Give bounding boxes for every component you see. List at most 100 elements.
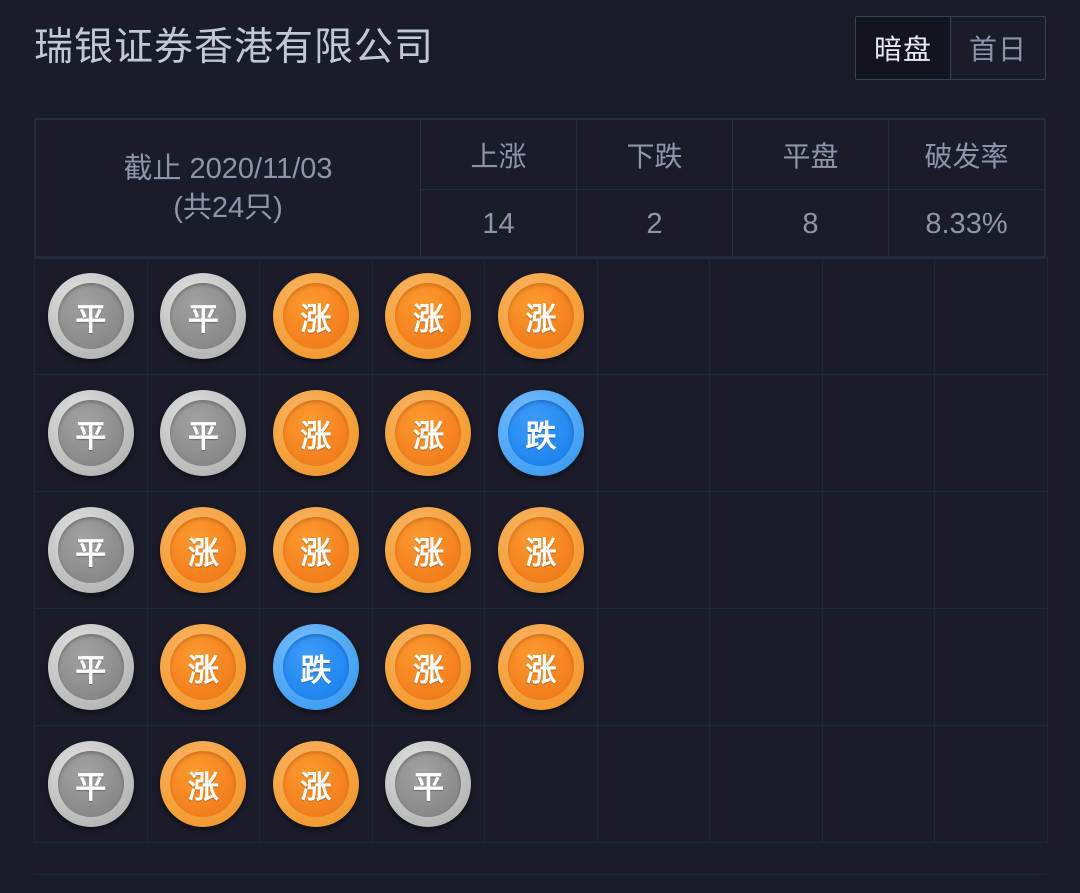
status-token-flat[interactable]: 平 <box>47 624 134 710</box>
status-token-label: 涨 <box>170 634 237 700</box>
stats-header-down: 下跌 <box>576 119 733 190</box>
grid-cell: 跌 <box>485 375 598 492</box>
grid-cell: 涨 <box>260 492 373 609</box>
status-token-label: 涨 <box>507 283 574 349</box>
status-token-label: 平 <box>395 751 462 817</box>
status-token-up[interactable]: 涨 <box>385 273 472 359</box>
status-token-flat[interactable]: 平 <box>47 273 134 359</box>
grid-cell <box>597 726 711 843</box>
status-token-flat[interactable]: 平 <box>160 390 247 476</box>
grid-cell <box>822 258 936 375</box>
grid-cell: 平 <box>35 258 148 375</box>
status-token-label: 平 <box>57 517 124 583</box>
status-token-flat[interactable]: 平 <box>47 390 134 476</box>
tab-first-day[interactable]: 首日 <box>949 16 1045 79</box>
status-token-up[interactable]: 涨 <box>385 624 472 710</box>
status-token-up[interactable]: 涨 <box>385 507 472 593</box>
grid-cell <box>710 726 823 843</box>
tab-dark-pool[interactable]: 暗盘 <box>855 16 950 79</box>
status-token-label: 涨 <box>395 634 462 700</box>
status-token-label: 平 <box>170 400 237 466</box>
grid-cell <box>597 492 711 609</box>
grid-cell <box>597 609 711 726</box>
status-token-flat[interactable]: 平 <box>47 741 134 827</box>
grid-cell: 涨 <box>372 492 486 609</box>
grid-cell <box>710 258 823 375</box>
grid-cell: 涨 <box>372 258 486 375</box>
status-token-label: 平 <box>57 634 124 700</box>
stats-value-row: 14 2 8 8.33% <box>36 189 1045 259</box>
status-token-label: 涨 <box>507 517 574 583</box>
grid-cell: 涨 <box>485 258 598 375</box>
status-token-label: 跌 <box>282 634 349 700</box>
grid-cell: 涨 <box>147 609 261 726</box>
status-token-up[interactable]: 涨 <box>160 624 247 710</box>
grid-cell: 涨 <box>372 375 486 492</box>
status-token-up[interactable]: 涨 <box>497 273 584 359</box>
status-token-up[interactable]: 涨 <box>497 624 584 710</box>
status-token-label: 平 <box>57 283 124 349</box>
stats-value-break-rate: 8.33% <box>888 189 1045 259</box>
period-cell: 截止 2020/11/03 (共24只) <box>35 119 421 259</box>
status-token-label: 涨 <box>395 517 462 583</box>
grid-cell <box>597 375 711 492</box>
grid-cell: 跌 <box>260 609 373 726</box>
status-token-up[interactable]: 涨 <box>272 390 359 476</box>
status-token-label: 涨 <box>170 517 237 583</box>
bottom-divider <box>34 874 1046 875</box>
page-title: 瑞银证券香港有限公司 <box>34 26 435 69</box>
grid-cell <box>822 492 936 609</box>
status-token-up[interactable]: 涨 <box>272 273 359 359</box>
grid-cell: 涨 <box>372 609 486 726</box>
grid-cell: 涨 <box>147 726 261 843</box>
grid-cell <box>935 375 1048 492</box>
grid-cell: 涨 <box>260 258 373 375</box>
status-token-label: 平 <box>170 283 237 349</box>
grid-cell: 平 <box>147 258 261 375</box>
status-token-label: 涨 <box>507 634 574 700</box>
grid-cell <box>710 375 823 492</box>
status-token-label: 跌 <box>507 400 574 466</box>
stats-header-row: 截止 2020/11/03 (共24只) 上涨 下跌 平盘 破发率 <box>35 119 1045 259</box>
grid-cell <box>935 492 1048 609</box>
status-token-label: 平 <box>57 751 124 817</box>
grid-cell: 涨 <box>260 375 373 492</box>
status-token-down[interactable]: 跌 <box>497 390 584 476</box>
status-token-flat[interactable]: 平 <box>160 273 247 359</box>
grid-cell: 平 <box>35 726 148 843</box>
grid-cell: 涨 <box>485 609 598 726</box>
grid-cell <box>822 375 936 492</box>
status-token-flat[interactable]: 平 <box>385 741 472 827</box>
period-label-line1: 截止 2020/11/03 <box>123 152 333 185</box>
status-token-label: 涨 <box>170 751 237 817</box>
grid-cell <box>597 258 711 375</box>
grid-cell <box>822 609 936 726</box>
status-token-label: 涨 <box>395 400 462 466</box>
grid-cell <box>935 726 1048 843</box>
status-token-up[interactable]: 涨 <box>160 507 247 593</box>
status-token-up[interactable]: 涨 <box>272 507 359 593</box>
view-tab-group: 暗盘 首日 <box>854 15 1046 80</box>
status-token-label: 涨 <box>282 751 349 817</box>
status-token-up[interactable]: 涨 <box>497 507 584 593</box>
status-token-up[interactable]: 涨 <box>272 741 359 827</box>
stats-value-up: 14 <box>420 189 577 259</box>
status-token-label: 涨 <box>282 283 349 349</box>
page-header: 瑞银证券香港有限公司 暗盘 首日 <box>0 0 1080 95</box>
status-token-up[interactable]: 涨 <box>385 390 472 476</box>
grid-cell <box>710 492 823 609</box>
status-token-down[interactable]: 跌 <box>272 624 359 710</box>
grid-cell: 涨 <box>260 726 373 843</box>
period-label-line2: (共24只) <box>173 192 283 224</box>
grid-cell <box>935 258 1048 375</box>
status-token-label: 涨 <box>282 400 349 466</box>
status-token-label: 平 <box>57 400 124 466</box>
grid-cell: 涨 <box>147 492 261 609</box>
grid-cell: 平 <box>35 609 148 726</box>
status-token-flat[interactable]: 平 <box>47 507 134 593</box>
stats-header-flat: 平盘 <box>732 119 889 190</box>
grid-cell: 平 <box>35 375 148 492</box>
status-token-up[interactable]: 涨 <box>160 741 247 827</box>
summary-stats-table: 截止 2020/11/03 (共24只) 上涨 下跌 平盘 破发率 14 2 8… <box>34 118 1046 259</box>
